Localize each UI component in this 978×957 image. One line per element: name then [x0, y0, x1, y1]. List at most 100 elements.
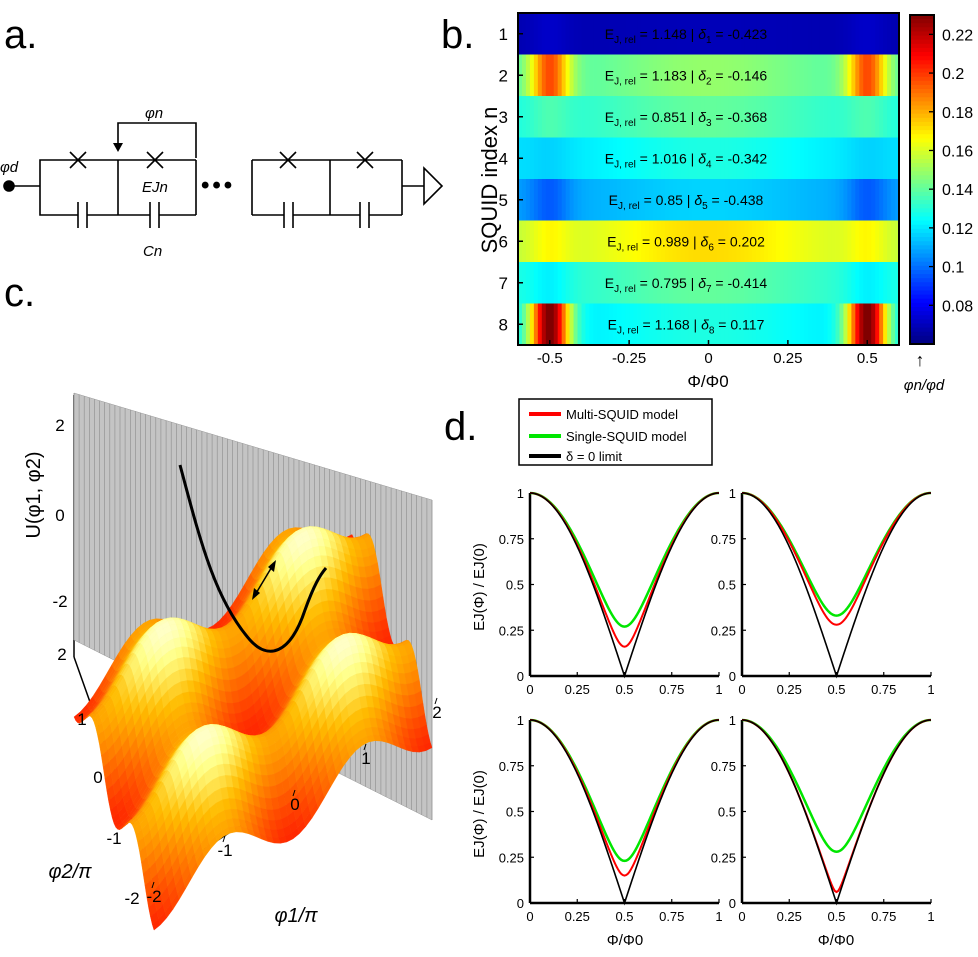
heatmap-cell-row-4: [696, 137, 702, 180]
x-tick-label: 0.5: [615, 682, 633, 697]
heatmap-cell-row-8: [883, 303, 888, 345]
heatmap-cell-row-2: [573, 54, 579, 97]
heatmap-cell-row-5: [736, 179, 741, 221]
heatmap-cell-row-4: [621, 137, 626, 180]
heatmap-cell-row-6: [680, 220, 686, 263]
colorbar-step: [910, 212, 934, 218]
colorbar-step: [910, 298, 934, 304]
row-tick-label: 4: [499, 149, 508, 168]
heatmap-cell-row-2: [732, 54, 737, 97]
heatmap-cell-row-1: [712, 13, 718, 55]
heatmap-cell-row-6: [541, 220, 547, 263]
heatmap-cell-row-1: [756, 13, 761, 55]
heatmap-cell-row-1: [565, 13, 571, 55]
heatmap-cell-row-4: [617, 137, 622, 180]
cut-curve: [178, 464, 328, 653]
heatmap-cell-row-2: [795, 54, 801, 97]
heatmap-cell-row-8: [537, 303, 543, 345]
heatmap-cell-row-7: [819, 262, 825, 304]
x-tick-label: 0: [526, 909, 533, 924]
heatmap-cell-row-8: [613, 303, 618, 345]
heatmap-cell-row-8: [525, 303, 531, 345]
heatmap-cell-row-1: [529, 13, 535, 55]
label-phi-d: φd: [0, 159, 19, 176]
colorbar-step: [910, 105, 934, 111]
heatmap-cell-row-6: [621, 220, 626, 263]
heatmap-cell-row-7: [609, 262, 614, 304]
heatmap-cell-row-2: [525, 54, 531, 97]
heatmap-cell-row-7: [748, 262, 753, 304]
heatmap-cell-row-3: [605, 96, 610, 138]
heatmap-ylabel: SQUID index n: [477, 107, 502, 254]
heatmap-cell-row-2: [629, 54, 634, 97]
colorbar-step: [910, 31, 934, 37]
heatmap-cell-row-7: [783, 262, 789, 304]
heatmap-cell-row-1: [883, 13, 888, 55]
delta-zero-curve: [741, 492, 932, 679]
colorbar-step: [910, 228, 934, 234]
colorbar-tick-label: 0.2: [942, 66, 964, 83]
heatmap-cell-row-6: [791, 220, 797, 263]
heatmap-cell-row-8: [704, 303, 710, 345]
heatmap-cell-row-6: [744, 220, 749, 263]
heatmap-cell-row-1: [521, 13, 527, 55]
heatmap-cell-row-2: [660, 54, 666, 97]
heatmap-cell-row-6: [652, 220, 658, 263]
surface-ylabel: φ2/π: [48, 861, 92, 883]
annotation-row-8: EJ, rel = 1.168 | δ8 = 0.117: [608, 316, 765, 336]
heatmap-cell-row-6: [775, 220, 781, 263]
heatmap-cell-row-7: [803, 262, 809, 304]
heatmap-cell-row-8: [724, 303, 729, 345]
x-tick-label: 2: [432, 703, 441, 722]
heatmap-cell-row-4: [688, 137, 694, 180]
colorbar-step: [910, 117, 934, 123]
heatmap-cell-row-8: [617, 303, 622, 345]
heatmap-cell-row-5: [565, 179, 571, 221]
heatmap-cell-row-8: [577, 303, 583, 345]
heatmap-cell-row-1: [791, 13, 797, 55]
colorbar-step: [910, 163, 934, 168]
colorbar-step: [910, 195, 934, 201]
colorbar-step: [910, 315, 934, 320]
heatmap-cell-row-1: [799, 13, 805, 55]
heatmap-annotations: EJ, rel = 1.148 | δ1 = -0.423 EJ, rel = 1…: [605, 26, 768, 336]
heatmap-cell-row-4: [843, 137, 849, 180]
heatmap-cell-row-2: [593, 54, 598, 97]
heatmap-cell-row-8: [589, 303, 595, 345]
heatmap-cell-row-2: [835, 54, 841, 97]
heatmap-cell-row-1: [879, 13, 884, 55]
heatmap-cell-row-7: [641, 262, 646, 304]
heatmap-cell-row-4: [772, 137, 777, 180]
heatmap-cell-row-1: [533, 13, 539, 55]
colorbar-step: [910, 306, 934, 312]
heatmap-cell-row-4: [775, 137, 781, 180]
heatmap-cell-row-7: [577, 262, 583, 304]
heatmap-cell-row-3: [641, 96, 646, 138]
heatmap-cell-row-8: [791, 303, 797, 345]
heatmap-cell-row-7: [839, 262, 845, 304]
heatmap-cell-row-4: [855, 137, 860, 180]
colorbar-tick-label: 0.14: [942, 182, 973, 199]
heatmap-cell-row-1: [768, 13, 773, 55]
colorbar-step: [910, 204, 934, 209]
heatmap-cell-row-8: [720, 303, 725, 345]
heatmap-cell-row-7: [553, 262, 559, 304]
y-tick-label: 0: [93, 768, 102, 787]
heatmap-cell-row-5: [692, 179, 698, 221]
heatmap-cell-row-3: [887, 96, 892, 138]
heatmap-cell-row-3: [875, 96, 880, 138]
annotation-row-7: EJ, rel = 0.795 | δ7 = -0.414: [605, 275, 768, 295]
colorbar-step: [910, 302, 934, 308]
heatmap-cell-row-8: [752, 303, 757, 345]
colorbar-step: [910, 319, 934, 325]
heatmap-cell-row-7: [605, 262, 610, 304]
heatmap-cell-row-8: [708, 303, 714, 345]
heatmap-cell-row-6: [740, 220, 745, 263]
heatmap-cell-row-1: [621, 13, 626, 55]
heatmap-cell-row-2: [692, 54, 698, 97]
heatmap-cell-row-3: [609, 96, 614, 138]
heatmap-cell-row-3: [688, 96, 694, 138]
heatmap-cell-row-1: [835, 13, 841, 55]
heatmap-cell-row-5: [521, 179, 527, 221]
heatmap-cell-row-5: [625, 179, 630, 221]
